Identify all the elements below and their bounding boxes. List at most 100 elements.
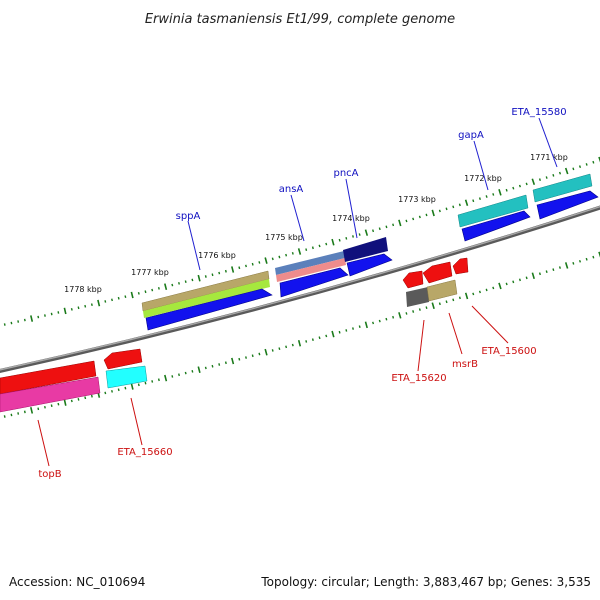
outer-tick — [218, 271, 221, 275]
inner-tick — [271, 349, 274, 352]
inner-tick — [545, 270, 548, 274]
scale-label-1774: 1774 kbp — [332, 214, 370, 223]
outer-tick — [592, 160, 595, 164]
inner-tick — [552, 268, 555, 272]
gene-ETA_15620-gray — [406, 287, 429, 307]
inner-tick — [598, 251, 600, 258]
inner-tick — [258, 352, 261, 356]
gene-ETA_15600-red — [452, 257, 469, 275]
inner-tick — [492, 286, 495, 290]
outer-tick — [17, 320, 20, 323]
outer-tick — [385, 225, 388, 229]
outer-tick — [545, 176, 548, 179]
gene-gapA — [461, 210, 531, 242]
gene-msrB-khaki — [426, 279, 458, 302]
label-leaders — [37, 117, 558, 467]
inner-tick — [464, 292, 469, 300]
scale-label-1772: 1772 kbp — [464, 174, 502, 183]
outer-tick — [525, 182, 528, 186]
inner-tick — [485, 288, 488, 292]
gene-ansA — [279, 267, 349, 298]
inner-tick — [585, 257, 588, 261]
inner-tick — [50, 404, 53, 408]
inner-tick — [84, 396, 87, 400]
scale-label-1771: 1771 kbp — [530, 153, 568, 162]
inner-tick — [218, 363, 221, 366]
inner-tick — [137, 383, 140, 387]
inner-tick — [445, 300, 448, 304]
outer-tick — [552, 173, 555, 177]
outer-tick — [345, 237, 348, 240]
inner-tick — [17, 412, 20, 415]
scale-label-1777: 1777 kbp — [131, 268, 169, 277]
leader-gapA — [473, 140, 489, 191]
label-sppA: sppA — [176, 211, 201, 222]
gene-ansA-lower — [276, 258, 346, 282]
outer-tick — [151, 288, 154, 292]
leader-ETA_15580 — [538, 117, 558, 168]
outer-tick — [358, 233, 361, 236]
inner-tick — [572, 261, 575, 265]
inner-tick — [278, 347, 281, 350]
inner-tick — [184, 371, 187, 375]
outer-tick — [231, 266, 235, 273]
inner-tick — [44, 405, 46, 409]
gene-pncA-dark — [343, 237, 388, 262]
inner-tick — [392, 315, 395, 319]
outer-tick — [578, 165, 582, 169]
outer-tick — [204, 275, 207, 278]
leader-ansA — [290, 194, 305, 242]
inner-tick — [418, 308, 421, 311]
inner-tick — [104, 391, 107, 395]
outer-tick — [171, 283, 174, 287]
outer-tick — [278, 255, 281, 259]
inner-tick-track — [3, 251, 600, 418]
outer-tick — [472, 199, 475, 203]
outer-tick — [325, 242, 328, 246]
inner-tick — [338, 330, 341, 334]
outer-tick — [564, 167, 569, 175]
outer-tick — [372, 229, 375, 233]
outer-tick — [498, 189, 502, 196]
inner-tick — [251, 354, 254, 358]
inner-tick — [151, 380, 154, 383]
gene-ETA_15660-red — [103, 348, 143, 370]
outer-tick — [585, 163, 588, 166]
inner-tick — [37, 407, 40, 411]
outer-tick — [518, 184, 521, 188]
inner-tick — [412, 310, 415, 313]
outer-tick — [398, 219, 402, 227]
outer-tick — [178, 282, 180, 285]
inner-tick — [405, 312, 408, 315]
inner-tick — [525, 276, 528, 280]
inner-tick — [130, 383, 134, 390]
outer-tick — [412, 217, 415, 221]
inner-tick — [77, 398, 80, 401]
inner-tick — [398, 312, 402, 319]
scale-label-1773: 1773 kbp — [398, 195, 436, 204]
outer-tick — [418, 215, 421, 219]
outer-tick — [97, 299, 101, 307]
outer-tick — [157, 287, 160, 290]
outer-tick — [245, 264, 247, 268]
label-ETA_15660: ETA_15660 — [117, 447, 172, 458]
outer-tick — [50, 312, 53, 316]
scale-label-1775: 1775 kbp — [265, 233, 303, 242]
outer-tick — [458, 203, 461, 207]
inner-tick — [30, 407, 34, 414]
inner-tick — [425, 306, 428, 309]
outer-tick — [90, 303, 93, 306]
outer-tick — [305, 248, 308, 251]
outer-tick — [251, 262, 254, 266]
inner-tick — [224, 361, 227, 365]
inner-tick — [23, 410, 26, 414]
outer-tick — [3, 323, 6, 326]
gene-ETA_15580-teal — [532, 173, 593, 203]
accession-text: Accession: NC_010694 — [9, 575, 145, 589]
outer-tick — [144, 290, 147, 294]
inner-tick — [564, 262, 569, 269]
outer-tick — [258, 261, 261, 264]
forward-gene-labels: ETA_15580 gapA pncA ansA sppA — [176, 107, 567, 222]
genome-summary-text: Topology: circular; Length: 3,883,467 bp… — [260, 575, 591, 589]
outer-tick — [445, 207, 448, 211]
